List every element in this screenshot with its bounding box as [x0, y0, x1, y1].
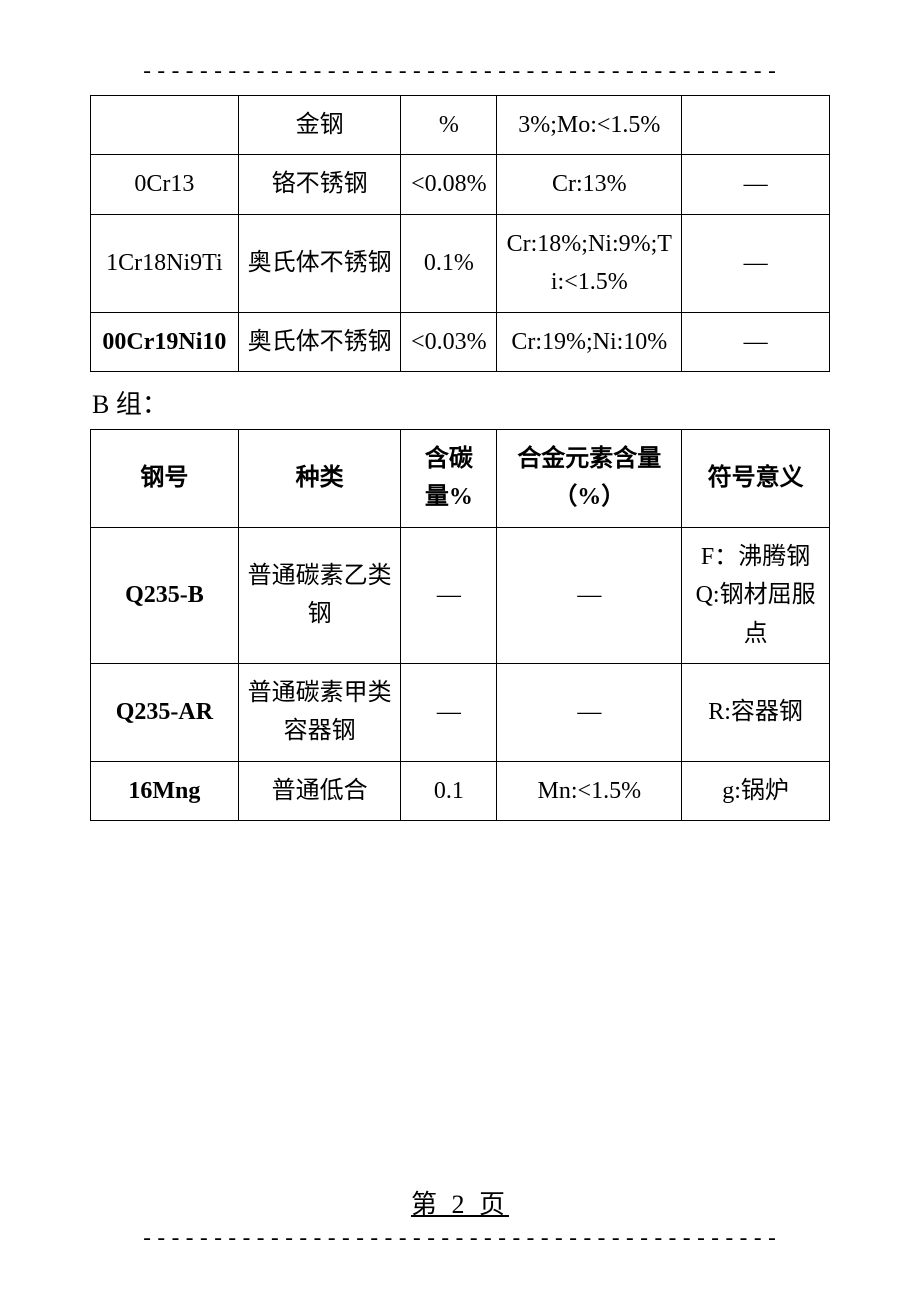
cell: 00Cr19Ni10 — [91, 312, 239, 371]
col-header: 合金元素含量（%） — [497, 429, 682, 527]
cell: 普通碳素乙类钢 — [238, 527, 401, 663]
col-header: 含碳量% — [401, 429, 497, 527]
group-b-label: B 组： — [92, 384, 830, 421]
cell: 奥氏体不锈钢 — [238, 214, 401, 312]
cell: F：沸腾钢Q:钢材屈服点 — [682, 527, 830, 663]
cell: 0Cr13 — [91, 155, 239, 214]
cell: Cr:13% — [497, 155, 682, 214]
cell: Q235-B — [91, 527, 239, 663]
table-header-row: 钢号 种类 含碳量% 合金元素含量（%） 符号意义 — [91, 429, 830, 527]
cell: 0.1% — [401, 214, 497, 312]
page-number: 第 2 页 — [411, 1184, 509, 1221]
cell: g:锅炉 — [682, 761, 830, 820]
table-a: 金钢 % 3%;Mo:<1.5% 0Cr13 铬不锈钢 <0.08% Cr:13… — [90, 95, 830, 372]
table-row: Q235-B 普通碳素乙类钢 — — F：沸腾钢Q:钢材屈服点 — [91, 527, 830, 663]
cell: — — [682, 155, 830, 214]
table-b: 钢号 种类 含碳量% 合金元素含量（%） 符号意义 Q235-B 普通碳素乙类钢… — [90, 429, 830, 821]
table-row: 00Cr19Ni10 奥氏体不锈钢 <0.03% Cr:19%;Ni:10% — — [91, 312, 830, 371]
cell: — — [401, 527, 497, 663]
cell: — — [401, 663, 497, 761]
cell: — — [497, 663, 682, 761]
col-header: 符号意义 — [682, 429, 830, 527]
cell: 奥氏体不锈钢 — [238, 312, 401, 371]
cell: 普通碳素甲类容器钢 — [238, 663, 401, 761]
cell: — — [682, 214, 830, 312]
cell: Mn:<1.5% — [497, 761, 682, 820]
table-row: 1Cr18Ni9Ti 奥氏体不锈钢 0.1% Cr:18%;Ni:9%;Ti:<… — [91, 214, 830, 312]
bottom-dash-line: ----------------------------------------… — [90, 1227, 830, 1252]
cell: <0.08% — [401, 155, 497, 214]
cell: R:容器钢 — [682, 663, 830, 761]
cell: Cr:19%;Ni:10% — [497, 312, 682, 371]
table-row: Q235-AR 普通碳素甲类容器钢 — — R:容器钢 — [91, 663, 830, 761]
col-header: 钢号 — [91, 429, 239, 527]
top-dash-line: ----------------------------------------… — [90, 60, 830, 85]
cell: % — [401, 96, 497, 155]
col-header: 种类 — [238, 429, 401, 527]
table-row: 16Mng 普通低合 0.1 Mn:<1.5% g:锅炉 — [91, 761, 830, 820]
cell: — — [497, 527, 682, 663]
cell — [91, 96, 239, 155]
cell: Cr:18%;Ni:9%;Ti:<1.5% — [497, 214, 682, 312]
table-row: 0Cr13 铬不锈钢 <0.08% Cr:13% — — [91, 155, 830, 214]
cell: 3%;Mo:<1.5% — [497, 96, 682, 155]
cell: Q235-AR — [91, 663, 239, 761]
cell: <0.03% — [401, 312, 497, 371]
footer: 第 2 页 ----------------------------------… — [90, 1184, 830, 1252]
cell: 16Mng — [91, 761, 239, 820]
cell: 1Cr18Ni9Ti — [91, 214, 239, 312]
cell — [682, 96, 830, 155]
cell: 0.1 — [401, 761, 497, 820]
cell: 铬不锈钢 — [238, 155, 401, 214]
content-area: 金钢 % 3%;Mo:<1.5% 0Cr13 铬不锈钢 <0.08% Cr:13… — [90, 95, 830, 821]
table-row: 金钢 % 3%;Mo:<1.5% — [91, 96, 830, 155]
cell: 金钢 — [238, 96, 401, 155]
cell: 普通低合 — [238, 761, 401, 820]
cell: — — [682, 312, 830, 371]
